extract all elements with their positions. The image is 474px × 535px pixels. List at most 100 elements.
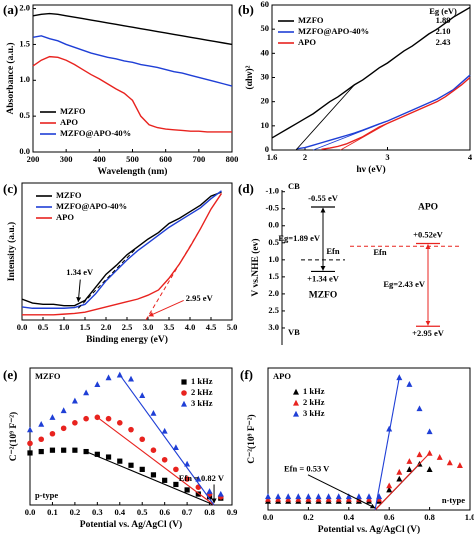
x-axis-label: Wavelength (nm)	[98, 166, 168, 177]
tangent-line	[340, 123, 388, 151]
legend-label: MZFO	[60, 106, 86, 116]
marker	[161, 427, 168, 434]
x-tick-label: 0.0	[17, 322, 28, 332]
marker	[128, 462, 134, 468]
marker	[116, 420, 123, 426]
onset-tangent	[145, 228, 201, 321]
marker	[139, 392, 146, 398]
x-tick-label: 0.3	[92, 507, 103, 517]
x-tick-label: 0.4	[343, 512, 354, 522]
y-axis-label: C⁻²(10⁹ F⁻²)	[8, 412, 19, 461]
x-tick-label: 2	[303, 152, 307, 162]
marker	[83, 415, 89, 422]
y-tick-label: 0.0	[19, 146, 30, 156]
x-tick-label: 500	[126, 154, 139, 164]
legend-swatch	[181, 400, 187, 407]
marker	[345, 493, 352, 500]
x-tick-label: 300	[60, 154, 73, 164]
data-line	[32, 35, 233, 87]
marker	[355, 493, 362, 500]
y-tick-label: 60	[261, 0, 270, 9]
marker	[275, 493, 282, 500]
onset-arrow	[148, 299, 184, 317]
x-axis-label: hν (eV)	[356, 164, 385, 175]
x-tick-label: 0.7	[182, 507, 193, 517]
marker	[436, 454, 443, 460]
x-tick-label: 1.6	[267, 152, 278, 162]
onset-label: 2.95 eV	[186, 293, 214, 303]
legend-eg: 1.89	[436, 15, 451, 25]
y-axis-label: V vs.NHE (ev)	[250, 238, 261, 296]
y-axis-label: (αhν)²	[244, 65, 255, 89]
y-tick-label: -0.5	[266, 203, 279, 213]
marker	[60, 425, 67, 432]
vb-value-label: +2.95 eV	[412, 328, 445, 338]
x-tick-label: 0.2	[70, 507, 81, 517]
x-axis-label: Potential vs. Ag/AgCl (V)	[318, 524, 420, 535]
x-tick-label: 3.5	[164, 322, 175, 332]
y-tick-label: 10	[261, 120, 270, 130]
marker	[150, 410, 157, 416]
x-tick-label: 2.5	[122, 322, 133, 332]
marker	[105, 415, 112, 422]
legend-eg: 2.10	[436, 26, 451, 36]
legend-label: MZFO	[298, 15, 324, 25]
panel-label: (e)	[3, 367, 17, 382]
fit-line	[85, 451, 215, 506]
marker	[139, 436, 146, 443]
x-tick-label: 0.9	[227, 507, 238, 517]
data-line	[271, 6, 471, 139]
legend-label: 1 kHz	[191, 376, 213, 386]
marker	[38, 448, 44, 455]
marker	[71, 397, 78, 404]
marker	[406, 381, 413, 387]
plot-frame	[29, 367, 233, 506]
marker	[184, 487, 190, 493]
y-axis-label: Intensity (a.u.)	[6, 222, 17, 281]
marker	[173, 481, 179, 488]
marker	[335, 493, 342, 500]
marker	[105, 374, 112, 381]
y-tick-label: 1.0	[268, 254, 279, 264]
marker	[27, 450, 33, 456]
legend-label: APO	[298, 37, 316, 47]
data-line	[321, 76, 471, 150]
annotation: MZFO	[35, 371, 61, 381]
legend-label: APO	[56, 212, 74, 222]
annotation: p-type	[35, 490, 58, 500]
marker	[150, 447, 157, 454]
panel-label: (a)	[3, 2, 18, 17]
marker	[83, 448, 89, 455]
marker	[265, 493, 271, 500]
y-tick-label: 30	[261, 71, 270, 81]
marker	[416, 405, 423, 412]
marker	[162, 477, 168, 483]
x-tick-label: 200	[27, 154, 40, 164]
marker	[94, 381, 101, 388]
marker	[285, 493, 292, 500]
x-tick-label: 0.8	[424, 512, 435, 522]
cb-value-label: +0.52eV	[413, 229, 443, 239]
marker	[49, 447, 56, 453]
marker	[386, 425, 393, 432]
efn-label: Efn = 0.53 V	[284, 463, 330, 473]
y-tick-label: 50	[261, 23, 270, 33]
panel-label: (c)	[3, 181, 17, 196]
annotation: n-type	[442, 495, 465, 505]
legend-swatch	[293, 410, 299, 417]
x-tick-label: 0.1	[47, 507, 58, 517]
cb-label: CB	[288, 181, 300, 191]
marker	[406, 458, 413, 464]
onset-label: 1.34 eV	[66, 267, 94, 277]
data-line	[296, 74, 471, 150]
marker	[128, 426, 134, 433]
x-tick-label: 0.2	[303, 512, 314, 522]
x-tick-label: 0.6	[384, 512, 395, 522]
marker	[38, 436, 45, 443]
marker	[195, 491, 201, 497]
marker	[61, 447, 67, 453]
eg-label: Eg=1.89 eV	[278, 233, 321, 243]
cb-value-label: -0.55 eV	[308, 193, 339, 203]
data-line	[21, 190, 222, 309]
